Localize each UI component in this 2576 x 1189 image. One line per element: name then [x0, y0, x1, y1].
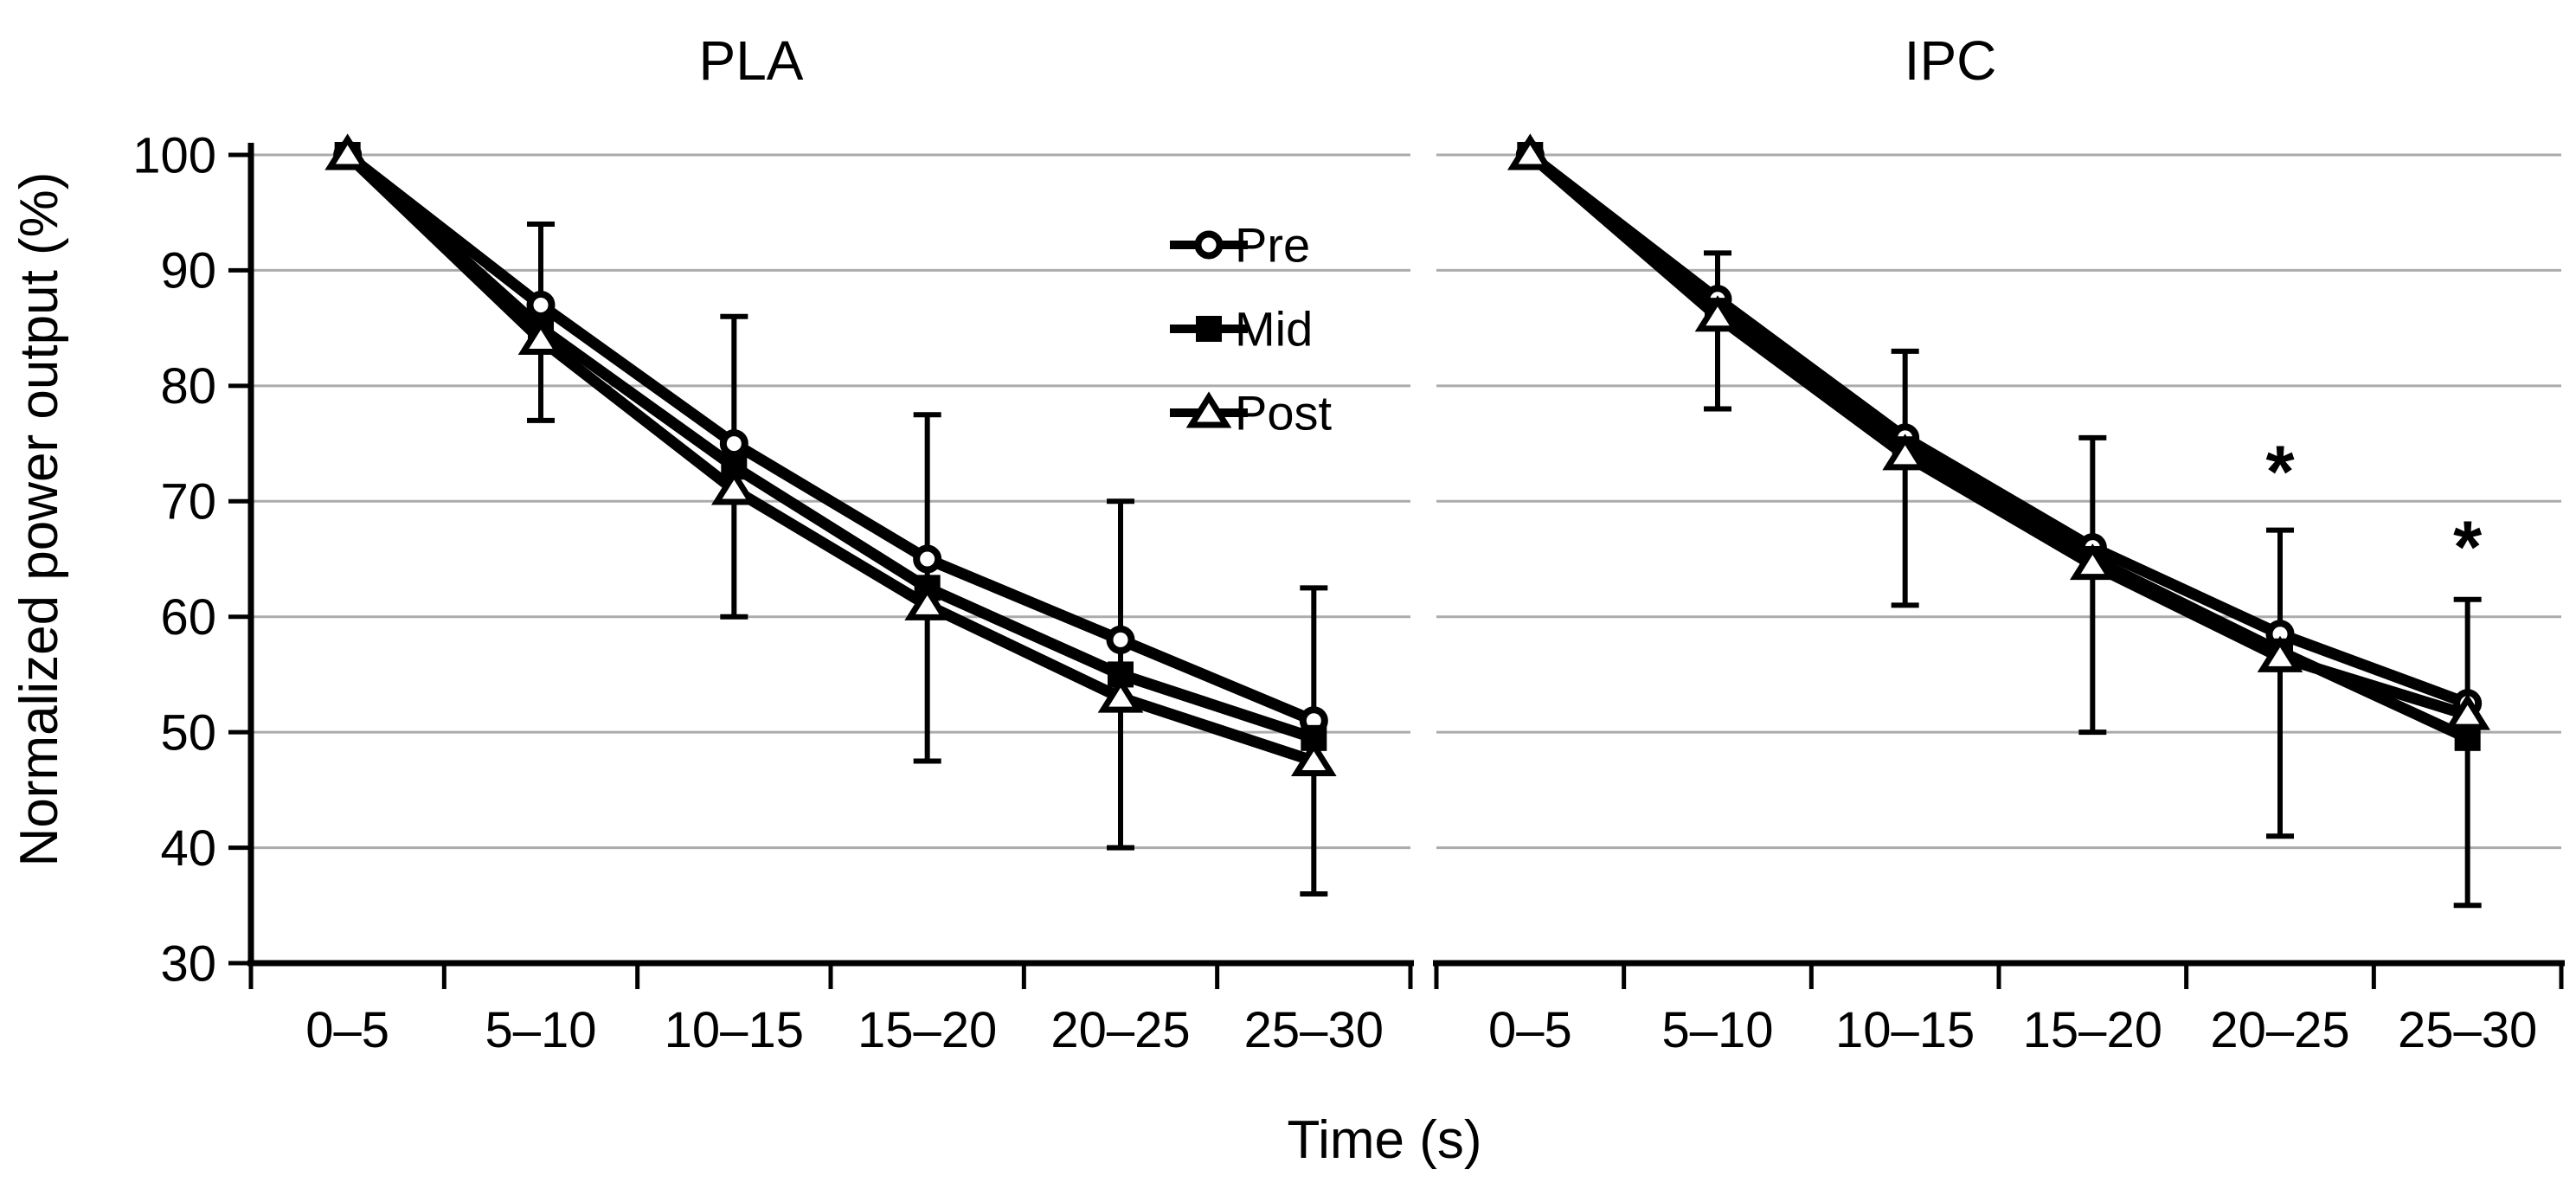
- marker-triangle-open-icon: [1507, 133, 1553, 170]
- marker-triangle-open-icon: [1185, 391, 1232, 428]
- series-line-pre: [342, 149, 1320, 727]
- panel-ipc: 0–5 5–10 10–15 15–20 20–25 25–30 * *: [1433, 133, 2565, 1058]
- significance-asterisk: *: [2265, 432, 2294, 514]
- x-tick-label: 25–30: [2398, 1002, 2537, 1058]
- legend-item-pre: Pre: [1170, 218, 1310, 273]
- x-tick-label: 5–10: [1661, 1002, 1773, 1058]
- panel-title-ipc: IPC: [1904, 29, 1997, 92]
- series-line-post: [342, 149, 1320, 767]
- legend-label: Mid: [1235, 302, 1313, 357]
- x-axis: 0–5 5–10 10–15 15–20 20–25 25–30: [247, 960, 1414, 1058]
- x-tick-label: 10–15: [1835, 1002, 1975, 1058]
- x-tick-label: 20–25: [1050, 1002, 1190, 1058]
- gridlines: [251, 153, 1410, 850]
- y-axis: 30 40 50 60 70 80 90 100: [132, 127, 254, 992]
- legend-label: Post: [1235, 386, 1332, 440]
- y-tick-label: 30: [160, 935, 216, 992]
- significance-asterisk: *: [2453, 506, 2482, 588]
- marker-triangle-open-icon: [1882, 434, 1928, 471]
- x-tick-label: 20–25: [2210, 1002, 2349, 1058]
- marker-triangle-open-icon: [1097, 676, 1144, 713]
- marker-triangle-open-icon: [1694, 295, 1741, 332]
- x-tick-label: 25–30: [1244, 1002, 1384, 1058]
- marker-circle-open-icon: [1106, 625, 1135, 654]
- series-markers-post: [1507, 133, 2490, 730]
- x-tick-label: 10–15: [665, 1002, 804, 1058]
- x-axis-title: Time (s): [1287, 1110, 1482, 1170]
- legend: Pre Mid Post: [1170, 218, 1332, 440]
- legend-item-mid: Mid: [1170, 302, 1313, 357]
- marker-triangle-open-icon: [904, 583, 950, 620]
- x-tick-label: 15–20: [2023, 1002, 2162, 1058]
- y-tick-label: 70: [160, 474, 216, 530]
- panel-title-pla: PLA: [698, 29, 804, 92]
- legend-item-post: Post: [1170, 386, 1332, 440]
- x-axis: 0–5 5–10 10–15 15–20 20–25 25–30: [1433, 960, 2565, 1058]
- marker-triangle-open-icon: [2070, 543, 2116, 581]
- marker-triangle-open-icon: [517, 318, 564, 355]
- x-tick-label: 0–5: [305, 1002, 389, 1058]
- marker-triangle-open-icon: [2444, 693, 2490, 730]
- panel-pla: 30 40 50 60 70 80 90 100 0–5 5–10 10–15 15–20 20–25 2…: [132, 127, 1414, 1058]
- y-axis-title: Normalized power output (%): [10, 171, 69, 867]
- marker-circle-open-icon: [913, 544, 942, 574]
- marker-triangle-open-icon: [324, 133, 370, 170]
- y-tick-label: 50: [160, 704, 216, 761]
- series-markers-pre: [333, 140, 1328, 736]
- series-markers-pre: [1515, 140, 2483, 718]
- marker-triangle-open-icon: [2257, 635, 2303, 672]
- y-tick-label: 100: [132, 127, 216, 183]
- marker-circle-open-icon: [526, 290, 556, 319]
- x-tick-label: 5–10: [485, 1002, 596, 1058]
- x-tick-label: 0–5: [1488, 1002, 1572, 1058]
- series-markers-post: [324, 133, 1337, 776]
- y-tick-label: 60: [160, 589, 216, 646]
- y-tick-label: 90: [160, 243, 216, 299]
- legend-label: Pre: [1235, 218, 1310, 273]
- marker-triangle-open-icon: [1291, 739, 1337, 776]
- series-line-post: [1524, 149, 2474, 721]
- marker-circle-open-icon: [719, 429, 748, 459]
- series-line-pre: [1524, 149, 2474, 710]
- marker-circle-open-icon: [1194, 230, 1224, 260]
- y-tick-label: 80: [160, 358, 216, 415]
- series-line-mid: [342, 149, 1320, 744]
- y-tick-label: 40: [160, 820, 216, 877]
- marker-triangle-open-icon: [711, 468, 757, 505]
- marker-square-filled-icon: [1196, 316, 1222, 342]
- x-tick-label: 15–20: [858, 1002, 997, 1058]
